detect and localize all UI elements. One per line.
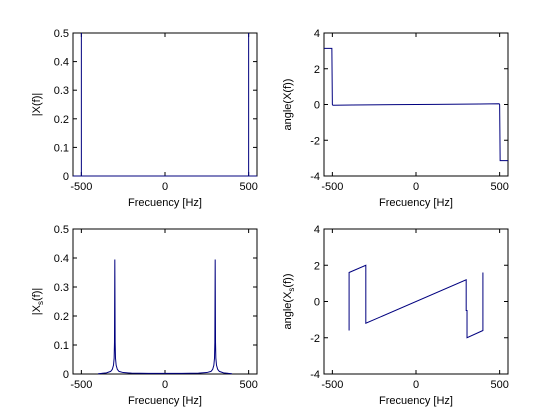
magnitude-xs-xtick-label: -500 xyxy=(70,379,92,391)
magnitude-xs-ytick-label: 0.1 xyxy=(54,340,69,352)
magnitude-xs-xtick-label: 500 xyxy=(239,379,257,391)
magnitude-xs-xlabel: Frecuency [Hz] xyxy=(128,395,202,407)
magnitude-x-xtick-label: 0 xyxy=(162,181,168,193)
magnitude-xs-xtick-label: 0 xyxy=(162,379,168,391)
phase-xs-xtick-label: -500 xyxy=(321,379,343,391)
magnitude-x-ytick-label: 0 xyxy=(63,171,69,183)
phase-x-xtick-label: -500 xyxy=(321,181,343,193)
panel-phase-xs: -500 0 500 -4 -2 0 2 4 Frecuency [Hz] angle(Xs(f)… xyxy=(282,224,509,407)
magnitude-xs-ytick-label: 0.3 xyxy=(54,282,69,294)
magnitude-x-xtick-label: 500 xyxy=(239,181,257,193)
magnitude-x-xtick-label: -500 xyxy=(70,181,92,193)
phase-xs-xlabel: Frecuency [Hz] xyxy=(379,395,453,407)
phase-x-ytick-label: 0 xyxy=(314,100,320,112)
magnitude-xs-plot-area xyxy=(72,228,258,375)
magnitude-x-ytick-label: 0.1 xyxy=(54,142,69,154)
magnitude-xs-ytick-label: 0 xyxy=(63,369,69,381)
magnitude-x-plot-area xyxy=(72,32,258,177)
phase-x-xtick-label: 500 xyxy=(490,181,508,193)
phase-xs-ytick-label: 0 xyxy=(314,297,320,309)
phase-x-xlabel: Frecuency [Hz] xyxy=(379,197,453,209)
magnitude-x-ytick-label: 0.2 xyxy=(54,114,69,126)
magnitude-xs-series-line xyxy=(98,259,232,375)
magnitude-x-series-line xyxy=(73,33,257,177)
magnitude-x-xlabel: Frecuency [Hz] xyxy=(128,197,202,209)
magnitude-x-ytick-label: 0.5 xyxy=(54,28,69,40)
phase-x-ytick-label: 4 xyxy=(314,28,320,40)
magnitude-xs-ylabel: |Xs(f)| xyxy=(31,288,45,315)
phase-x-ytick-label: -4 xyxy=(310,171,320,183)
phase-xs-ytick-label: -2 xyxy=(310,333,320,345)
phase-xs-xtick-label: 0 xyxy=(413,379,419,391)
phase-xs-ytick-label: -4 xyxy=(310,369,320,381)
phase-xs-ytick-label: 2 xyxy=(314,260,320,272)
magnitude-xs-ytick-label: 0.2 xyxy=(54,311,69,323)
magnitude-x-ytick-label: 0.4 xyxy=(54,57,69,69)
magnitude-xs-ytick-label: 0.5 xyxy=(54,224,69,236)
phase-xs-ylabel: angle(Xs(f)) xyxy=(282,274,296,330)
phase-x-ytick-label: -2 xyxy=(310,135,320,147)
panel-phase-x: -500 0 500 -4 -2 0 2 4 Frecuency [Hz] angle(X(f)) xyxy=(282,28,509,209)
phase-x-xtick-label: 0 xyxy=(413,181,419,193)
magnitude-x-ylabel: |X(f)| xyxy=(31,93,43,116)
phase-x-ytick-label: 2 xyxy=(314,64,320,76)
phase-xs-series-line xyxy=(348,264,484,339)
phase-xs-ytick-label: 4 xyxy=(314,224,320,236)
magnitude-xs-ytick-label: 0.4 xyxy=(54,253,69,265)
phase-x-ylabel: angle(X(f)) xyxy=(282,79,294,131)
magnitude-x-ytick-label: 0.3 xyxy=(54,85,69,97)
phase-x-series-line xyxy=(324,47,508,162)
phase-xs-xtick-label: 500 xyxy=(490,379,508,391)
